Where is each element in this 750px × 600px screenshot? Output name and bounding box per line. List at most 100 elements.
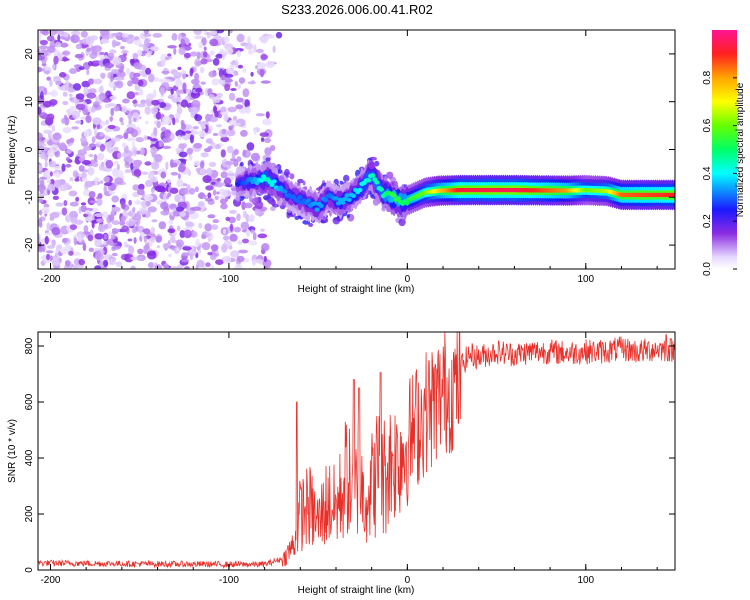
spectrogram-noise-cell [160,131,165,140]
spectrogram-noise-cell [160,210,170,216]
spectrogram-noise-cell [180,264,185,269]
spectrogram-noise-cell [68,210,79,220]
spectrogram-noise-cell [41,30,50,36]
spectrogram-noise-cell [220,106,227,113]
spectrogram-noise-cell [108,231,112,237]
spectrogram-noise-cell [123,132,129,140]
spectrogram-noise-cell [229,223,234,232]
spectrogram-noise-cell [199,168,206,175]
spectrogram-noise-cell [113,106,120,112]
spectrogram-noise-cell [234,263,243,269]
spectrogram-noise-cell [145,67,152,75]
spectrogram-noise-cell [219,49,225,55]
spectrogram-noise-cell [109,103,117,107]
spectrogram-noise-cell [38,198,44,203]
spectrogram-noise-cell [259,132,269,138]
spectrogram-noise-cell [127,211,133,216]
spectrogram-noise-cell [134,91,139,96]
spectrogram-noise-cell [172,210,181,217]
spectrogram-noise-cell [214,144,221,150]
spectrogram-track-cell [350,193,357,198]
spectrogram-noise-cell [248,214,255,223]
spectrogram-noise-cell [149,138,158,142]
spectrogram-noise-cell [133,169,142,177]
spectrogram-noise-cell [128,245,135,255]
spectrogram-noise-cell [53,76,61,80]
spectrogram-noise-cell [175,206,185,212]
spectrogram-noise-cell [62,56,68,62]
spectrogram-noise-cell [68,93,73,97]
spectrogram-noise-cell [70,216,77,224]
spectrogram-noise-cell [205,113,211,122]
spectrogram-noise-cell [235,97,244,103]
spectrogram-noise-cell [182,82,187,91]
spectrogram-noise-cell [66,139,71,145]
spectrogram-noise-cell [137,49,143,57]
spectrogram-noise-cell [147,206,157,213]
spectrogram-noise-cell [219,195,227,200]
spectrogram-noise-cell [170,235,176,243]
spectrogram-noise-cell [94,238,103,248]
colorbar-ticks: 0.0 0.2 0.4 0.6 0.8 [702,70,737,276]
spectrogram-noise-cell [111,206,121,212]
spectrogram-noise-cell [185,130,192,134]
spectrogram-noise-cell [189,253,194,260]
spectrogram-noise-cell [93,154,98,161]
spectrogram-noise-cell [75,93,85,100]
spectrogram-noise-cell [244,42,254,50]
spectrogram-noise-cell [58,142,67,151]
spectrogram-noise-cell [149,46,160,52]
spectrogram-noise-cell [190,51,198,57]
spectrogram-noise-cell [211,78,220,86]
spectrogram-noise-cell [178,151,188,158]
spectrogram-track-cell [365,178,372,183]
snr-background [38,332,675,570]
spectrogram-noise-cell [146,53,152,58]
spectrogram-noise-cell [47,183,55,191]
spectrogram-noise-cell [46,245,55,249]
spectrogram-noise [38,30,283,269]
spectrogram-noise-cell [49,212,60,219]
spectrogram-noise-cell [208,116,219,123]
spectrogram-noise-cell [121,225,129,233]
spectrogram-noise-cell [192,126,199,130]
spectrogram-halo-cell [235,194,241,202]
spectrogram-noise-cell [143,236,148,243]
spectrogram-noise-cell [212,219,220,224]
spectrogram-noise-cell [75,43,83,50]
snr-x-tick-label: -100 [219,575,239,586]
spectrogram-noise-cell [221,128,227,135]
colorbar-tick-label: 0.2 [702,214,713,228]
spectrogram-noise-cell [88,191,96,199]
spectrogram-noise-cell [111,230,119,235]
spectrogram-noise-cell [186,147,194,155]
spectrogram-noise-cell [94,265,102,269]
spectrogram-noise-cell [60,84,70,91]
spectrogram-noise-cell [38,177,41,184]
spectrogram-noise-cell [103,259,109,268]
spectrogram-noise-cell [68,250,74,256]
spectrogram-noise-cell [180,99,189,108]
spectrogram-noise-cell [109,95,117,100]
spectrogram-noise-cell [247,36,251,45]
spectrogram-noise-cell [78,206,82,214]
spectrogram-noise-cell [264,147,272,156]
spectrogram-noise-cell [219,198,227,205]
spectrogram-noise-cell [94,233,104,240]
spectrogram-noise-cell [245,213,250,223]
spectrogram-noise-cell [81,80,91,88]
spectrogram-noise-cell [46,180,52,184]
spectrogram-noise-cell [250,229,255,234]
spectrogram-noise-cell [165,161,169,170]
spectrogram-noise-cell [127,80,133,87]
spectrogram-noise-cell [38,246,44,252]
spectrogram-noise-cell [242,88,250,98]
spectrogram-noise-cell [193,142,203,149]
spectrogram-noise-cell [196,259,205,268]
spectrogram-noise-cell [77,149,87,156]
spectrogram-x-tick-label: 100 [577,274,594,285]
spectrogram-noise-cell [179,187,189,195]
spectrogram-track-cell [254,180,260,186]
colorbar-tick-label: 0.8 [702,70,713,84]
